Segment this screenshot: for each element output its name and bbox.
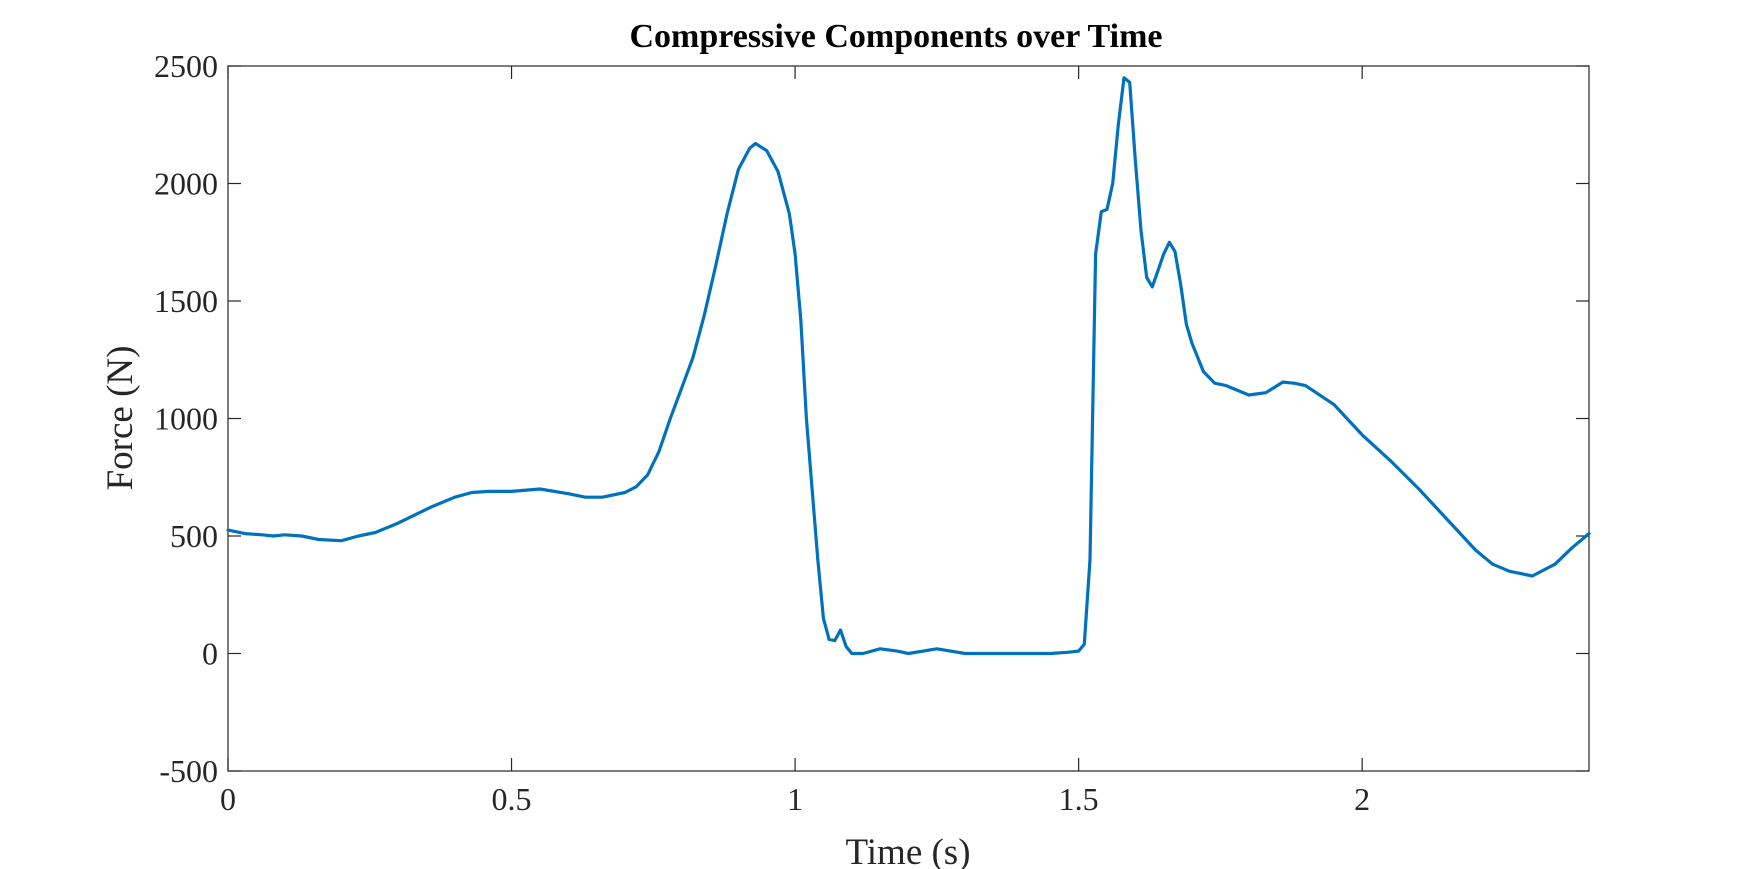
x-axis-label: Time (s): [845, 832, 970, 869]
x-tick-label: 1: [787, 781, 803, 817]
force-series-line: [226, 76, 1591, 656]
y-tick-label: -500: [159, 753, 218, 789]
x-tick-label: 0: [220, 781, 236, 817]
y-tick-label: 1000: [154, 401, 218, 437]
x-axis: 0 0.5 1 1.5 2: [220, 66, 1370, 817]
y-tick-label: 500: [170, 518, 218, 554]
axes-frame: [227, 65, 1590, 772]
y-tick-label: 2500: [154, 48, 218, 84]
series-layer: [226, 76, 1591, 656]
y-axis: -500 0 500 1000 1500 2000 2500: [154, 48, 1589, 789]
x-tick-label: 1.5: [1059, 781, 1099, 817]
y-tick-label: 0: [202, 636, 218, 672]
x-tick-label: 0.5: [492, 781, 532, 817]
x-tick-label: 2: [1354, 781, 1370, 817]
y-tick-label: 2000: [154, 166, 218, 202]
y-tick-label: 1500: [154, 283, 218, 319]
chart-title: Compressive Components over Time: [630, 18, 1163, 55]
y-axis-label: Force (N): [100, 346, 141, 491]
